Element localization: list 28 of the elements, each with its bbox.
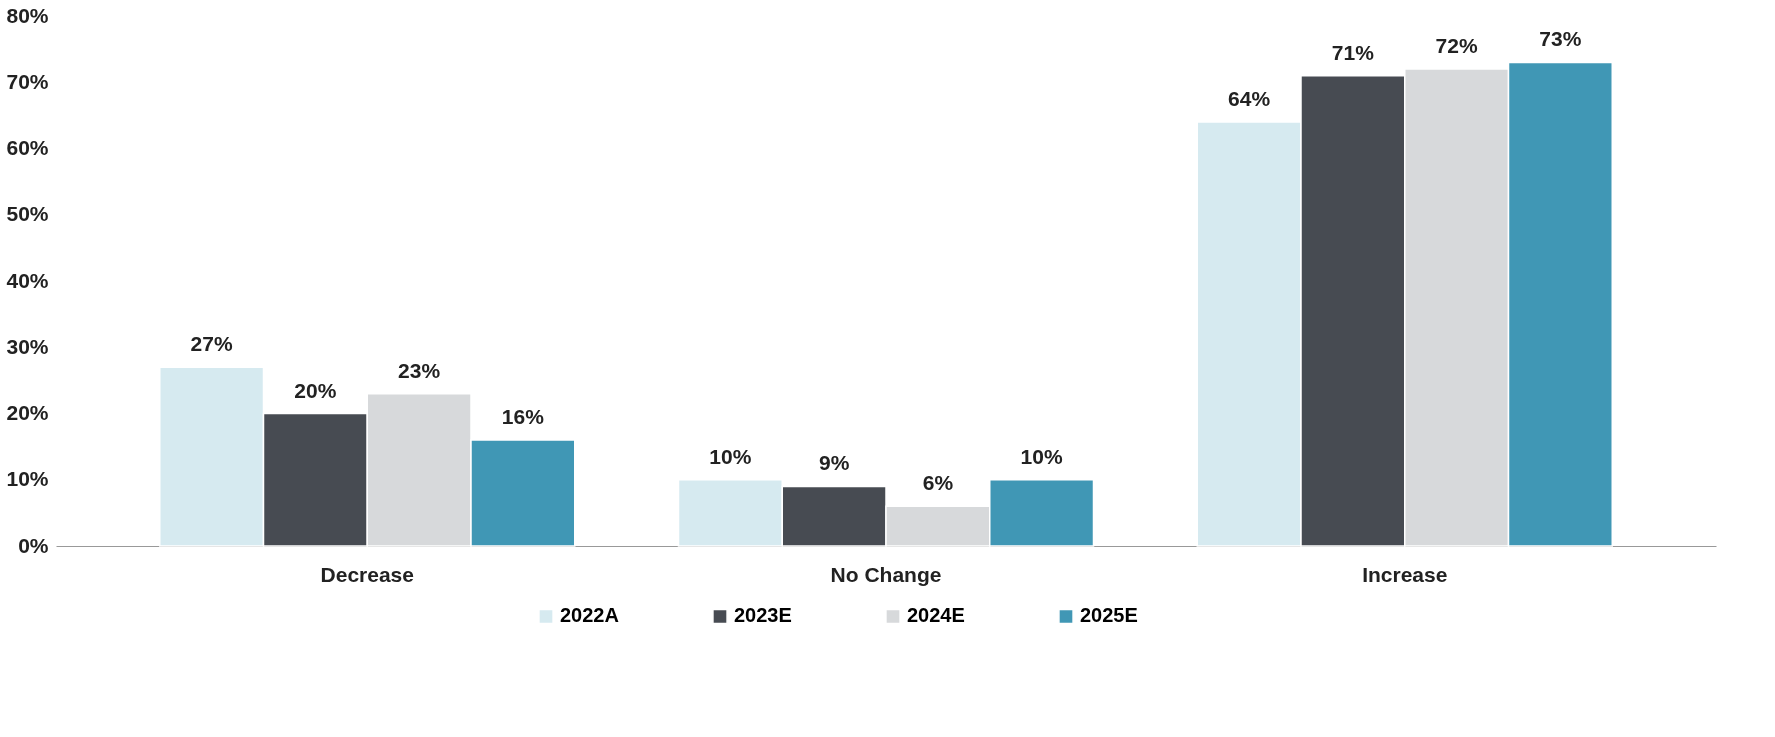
legend-label: 2025E (1080, 604, 1138, 627)
data-label: 10% (1020, 444, 1063, 468)
y-tick-label: 80% (6, 3, 49, 27)
y-tick-label: 20% (6, 401, 49, 424)
data-label: 71% (1331, 40, 1375, 64)
data-label: 73% (1539, 27, 1582, 51)
data-label: 23% (398, 358, 441, 382)
y-tick-label: 10% (6, 467, 49, 491)
legend-label: 2022A (560, 604, 619, 627)
y-tick-label: 40% (6, 268, 49, 292)
y-tick-label: 30% (6, 334, 49, 358)
data-label: 20% (294, 378, 337, 402)
data-label: 16% (501, 405, 545, 428)
x-tick-label: Increase (1362, 562, 1448, 586)
data-label: 27% (190, 332, 233, 356)
data-label: 64% (1228, 87, 1271, 110)
y-tick-label: 60% (6, 136, 49, 159)
data-label: 72% (1435, 34, 1478, 57)
data-label: 9% (818, 451, 850, 475)
data-label: 10% (709, 444, 752, 468)
y-tick-label: 0% (18, 533, 49, 557)
legend-label: 2024E (907, 604, 965, 627)
y-tick-label: 70% (6, 69, 49, 93)
y-tick-label: 50% (6, 202, 49, 226)
legend-label: 2023E (734, 604, 792, 627)
x-tick-label: No Change (830, 562, 942, 586)
x-tick-label: Decrease (320, 562, 414, 586)
data-label: 6% (922, 471, 954, 495)
